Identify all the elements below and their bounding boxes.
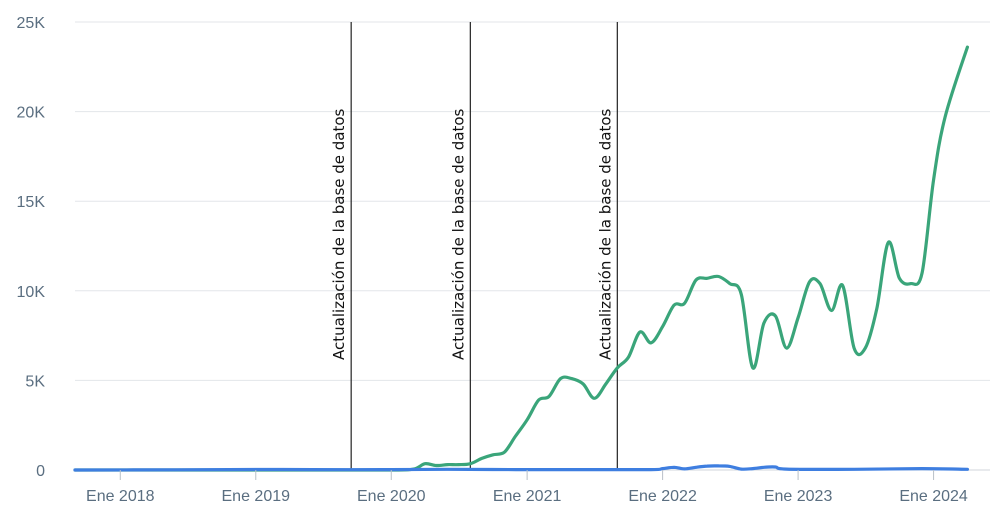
y-tick-label: 15K	[17, 194, 46, 211]
annotation-layer: Actualización de la base de datos Actuali…	[330, 22, 618, 470]
x-tick-label: Ene 2021	[493, 488, 562, 505]
y-tick-label: 25K	[17, 15, 46, 32]
series-layer	[73, 45, 969, 472]
x-tick-label: Ene 2022	[628, 488, 697, 505]
x-tick-label: Ene 2019	[222, 488, 291, 505]
x-tick-label: Ene 2024	[899, 488, 968, 505]
y-tick-label: 10K	[17, 284, 46, 301]
axis-layer: 0 5K 10K 15K 20K 25K Ene 2018 Ene 2019 Ene 2020 E…	[17, 15, 968, 505]
annotation-label: Actualización de la base de datos	[596, 108, 614, 360]
grid-lines	[75, 21, 990, 471]
series-line-1	[73, 45, 969, 472]
y-tick-label: 5K	[25, 373, 45, 390]
y-tick-label: 20K	[17, 105, 46, 122]
x-tick-label: Ene 2020	[357, 488, 426, 505]
series-line-2	[73, 464, 969, 472]
x-tick-label: Ene 2018	[86, 488, 155, 505]
annotation-label: Actualización de la base de datos	[449, 108, 467, 360]
y-tick-label: 0	[36, 463, 45, 480]
annotation-label: Actualización de la base de datos	[330, 108, 348, 360]
x-tick-label: Ene 2023	[764, 488, 833, 505]
